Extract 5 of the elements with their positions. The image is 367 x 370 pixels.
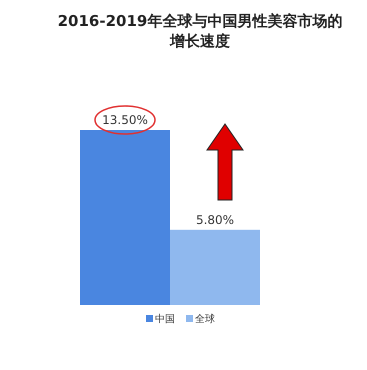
data-label: 13.50% (102, 113, 148, 127)
chart-title: 2016-2019年全球与中国男性美容市场的增长速度 (58, 12, 342, 50)
data-label: 5.80% (196, 212, 234, 227)
legend-label: 全球 (195, 313, 215, 325)
legend-label: 中国 (155, 313, 175, 325)
